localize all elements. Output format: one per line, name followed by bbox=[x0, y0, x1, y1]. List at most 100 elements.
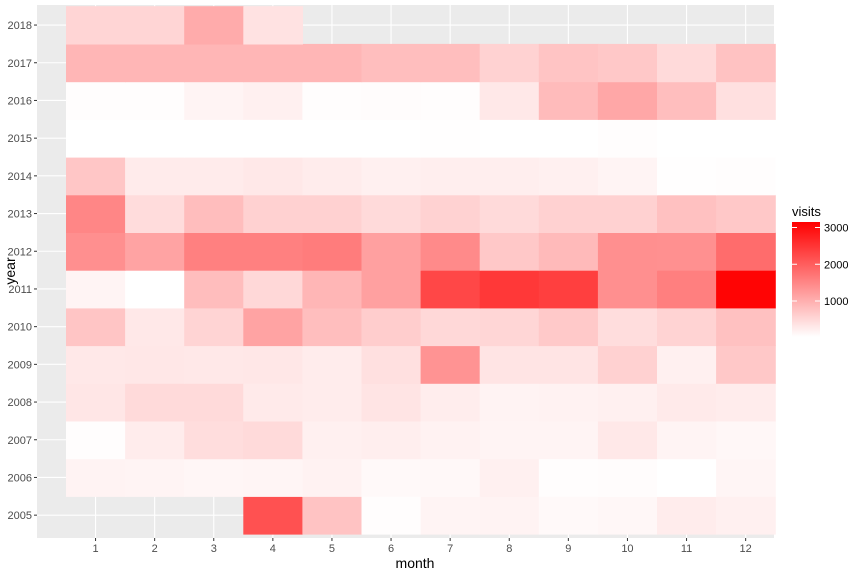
tile-2012-6 bbox=[361, 232, 422, 271]
y-axis-ticks: 2005 2006 2007 2008 2009 2010 2011 2012 2013 2014… bbox=[8, 20, 37, 522]
tile-2017-8 bbox=[479, 43, 540, 83]
x-tick-label: 10 bbox=[621, 543, 633, 555]
tile-2012-9 bbox=[538, 232, 599, 271]
tile-2016-12 bbox=[716, 81, 776, 120]
x-tick-label: 12 bbox=[740, 543, 752, 555]
tile-2016-3 bbox=[184, 81, 244, 120]
tile-2011-4 bbox=[243, 270, 303, 309]
legend-colorbar bbox=[792, 222, 820, 337]
tile-2013-9 bbox=[538, 194, 599, 233]
x-tick-label: 6 bbox=[388, 543, 394, 555]
tile-2011-5 bbox=[302, 270, 363, 309]
tile-2006-1 bbox=[66, 458, 126, 497]
tile-2014-5 bbox=[302, 157, 363, 196]
y-tick-label: 2015 bbox=[8, 133, 32, 145]
tile-2015-10 bbox=[597, 119, 658, 158]
tile-2009-8 bbox=[479, 345, 540, 384]
tile-2015-6 bbox=[361, 119, 422, 158]
tile-2015-8 bbox=[479, 119, 540, 158]
tile-2010-8 bbox=[479, 307, 540, 347]
tile-2014-6 bbox=[361, 157, 422, 196]
y-tick-label: 2005 bbox=[8, 510, 32, 522]
tile-2009-2 bbox=[125, 345, 185, 384]
tile-2014-11 bbox=[657, 157, 717, 196]
x-axis-ticks: 1 2 3 4 5 6 7 8 9 10 11 12 bbox=[92, 538, 752, 555]
legend-title: visits bbox=[792, 204, 821, 219]
tile-2016-7 bbox=[420, 81, 481, 120]
tile-2017-5 bbox=[302, 43, 363, 83]
y-tick-label: 2018 bbox=[8, 20, 32, 32]
tile-2006-3 bbox=[184, 458, 244, 497]
tile-2006-6 bbox=[361, 458, 422, 497]
tile-2016-5 bbox=[302, 81, 363, 120]
tile-2013-3 bbox=[184, 194, 244, 233]
tile-2011-3 bbox=[184, 270, 244, 309]
tile-2005-12 bbox=[716, 496, 776, 535]
tile-2012-12 bbox=[716, 232, 776, 271]
tile-2018-1 bbox=[66, 6, 126, 45]
tile-2010-7 bbox=[420, 307, 481, 347]
tile-2014-10 bbox=[597, 157, 658, 196]
tile-2017-10 bbox=[597, 43, 658, 83]
tile-2009-10 bbox=[597, 345, 658, 384]
tile-2007-11 bbox=[657, 420, 717, 460]
tile-2010-4 bbox=[243, 307, 303, 347]
tile-2015-12 bbox=[716, 119, 776, 158]
tile-2016-4 bbox=[243, 81, 303, 120]
heatmap-tiles bbox=[66, 6, 776, 535]
legend: visits 1000 2000 3000 bbox=[792, 204, 848, 337]
tile-2014-8 bbox=[479, 157, 540, 196]
tile-2015-1 bbox=[66, 119, 126, 158]
tile-2014-1 bbox=[66, 157, 126, 196]
tile-2010-1 bbox=[66, 307, 126, 347]
tile-2014-3 bbox=[184, 157, 244, 196]
tile-2010-6 bbox=[361, 307, 422, 347]
tile-2011-7 bbox=[420, 270, 481, 309]
tile-2018-4 bbox=[243, 6, 303, 45]
tile-2009-9 bbox=[538, 345, 599, 384]
tile-2011-8 bbox=[479, 270, 540, 309]
tile-2012-1 bbox=[66, 232, 126, 271]
tile-2013-12 bbox=[716, 194, 776, 233]
tile-2005-7 bbox=[420, 496, 481, 535]
tile-2006-9 bbox=[538, 458, 599, 497]
tile-2009-11 bbox=[657, 345, 717, 384]
legend-tick-label: 3000 bbox=[824, 223, 848, 235]
tile-2007-8 bbox=[479, 420, 540, 460]
tile-2013-8 bbox=[479, 194, 540, 233]
tile-2006-8 bbox=[479, 458, 540, 497]
tile-2006-4 bbox=[243, 458, 303, 497]
tile-2008-1 bbox=[66, 383, 126, 422]
tile-2005-9 bbox=[538, 496, 599, 535]
tile-2009-1 bbox=[66, 345, 126, 384]
tile-2010-2 bbox=[125, 307, 185, 347]
y-tick-label: 2017 bbox=[8, 58, 32, 70]
tile-2014-2 bbox=[125, 157, 185, 196]
y-tick-label: 2011 bbox=[8, 284, 32, 296]
tile-2013-11 bbox=[657, 194, 717, 233]
tile-2014-7 bbox=[420, 157, 481, 196]
tile-2005-6 bbox=[361, 496, 422, 535]
tile-2006-7 bbox=[420, 458, 481, 497]
tile-2013-6 bbox=[361, 194, 422, 233]
tile-2006-2 bbox=[125, 458, 185, 497]
tile-2012-10 bbox=[597, 232, 658, 271]
tile-2005-5 bbox=[302, 496, 363, 535]
y-tick-label: 2008 bbox=[8, 397, 32, 409]
tile-2015-5 bbox=[302, 119, 363, 158]
tile-2017-1 bbox=[66, 43, 126, 83]
tile-2016-2 bbox=[125, 81, 185, 120]
tile-2015-4 bbox=[243, 119, 303, 158]
tile-2017-3 bbox=[184, 43, 244, 83]
tile-2006-5 bbox=[302, 458, 363, 497]
tile-2012-4 bbox=[243, 232, 303, 271]
tile-2009-4 bbox=[243, 345, 303, 384]
tile-2013-4 bbox=[243, 194, 303, 233]
tile-2013-1 bbox=[66, 194, 126, 233]
tile-2010-10 bbox=[597, 307, 658, 347]
tile-2009-5 bbox=[302, 345, 363, 384]
tile-2018-2 bbox=[125, 6, 185, 45]
x-tick-label: 9 bbox=[565, 543, 571, 555]
x-tick-label: 11 bbox=[681, 543, 692, 555]
